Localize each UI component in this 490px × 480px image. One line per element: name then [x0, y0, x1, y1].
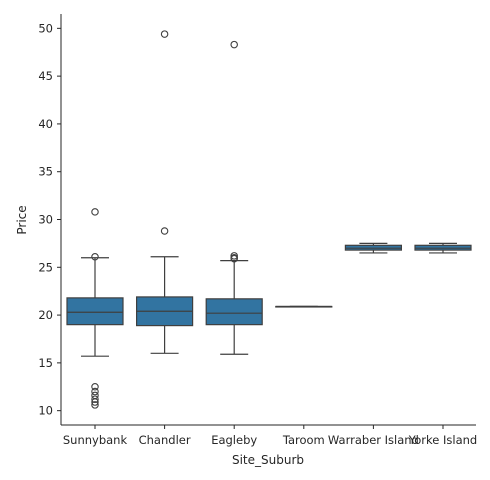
iqr-box	[205, 298, 263, 326]
outlier-point	[91, 387, 99, 396]
y-tick-label: 15	[38, 356, 53, 370]
x-axis-label: Site_Suburb	[232, 453, 304, 467]
box-yorke-island	[414, 242, 472, 254]
outlier-point	[91, 401, 99, 409]
y-axis-label: Price	[15, 205, 29, 234]
y-tick-label: 50	[38, 21, 53, 35]
box-eagleby	[205, 40, 263, 355]
outlier-point	[230, 40, 238, 49]
y-tick-label: 20	[38, 308, 53, 322]
outlier-point	[91, 398, 99, 406]
x-tick-label: Yorke Island	[408, 433, 477, 447]
iqr-box	[66, 297, 124, 326]
box-sunnybank	[66, 208, 124, 409]
y-tick-label: 35	[38, 165, 53, 179]
outlier-point	[160, 30, 169, 38]
y-axis-ticks: 10 15 20 25 30 35 40 45 50	[38, 21, 61, 418]
outlier-point	[160, 227, 169, 235]
outlier-point	[91, 208, 99, 216]
box-chandler	[136, 30, 194, 354]
x-axis-ticks: Sunnybank Chandler Eagleby Taroom Warraber I…	[63, 425, 477, 447]
x-tick-label: Sunnybank	[63, 433, 128, 447]
outlier-point	[230, 254, 238, 263]
outlier-point	[91, 395, 99, 403]
x-tick-label: Taroom	[282, 433, 325, 447]
outlier-point	[91, 383, 99, 391]
y-tick-label: 30	[38, 213, 53, 227]
x-tick-label: Chandler	[139, 433, 191, 447]
box-taroom	[275, 305, 333, 308]
y-tick-label: 25	[38, 260, 53, 274]
y-tick-label: 10	[38, 404, 53, 418]
x-tick-label: Eagleby	[211, 433, 257, 447]
y-tick-label: 40	[38, 117, 53, 131]
plot-area	[66, 30, 472, 409]
x-tick-label: Warraber Island	[328, 433, 419, 447]
outlier-point	[91, 253, 99, 261]
box-warraber-island	[344, 242, 402, 254]
y-tick-label: 45	[38, 69, 53, 83]
